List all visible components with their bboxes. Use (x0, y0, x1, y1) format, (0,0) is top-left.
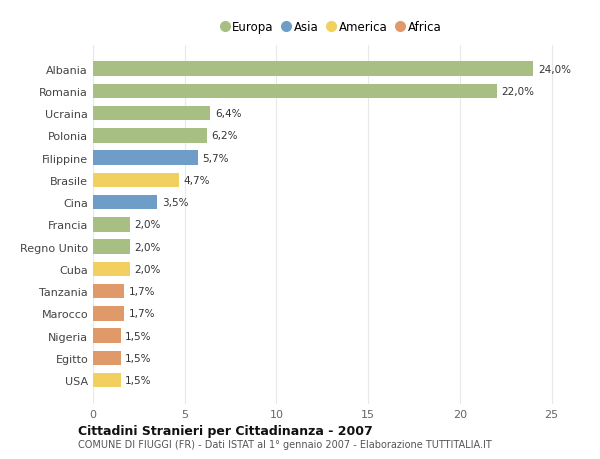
Text: 1,7%: 1,7% (129, 309, 155, 319)
Text: 1,5%: 1,5% (125, 353, 152, 363)
Legend: Europa, Asia, America, Africa: Europa, Asia, America, Africa (217, 16, 446, 39)
Text: 24,0%: 24,0% (538, 64, 571, 74)
Text: 1,5%: 1,5% (125, 331, 152, 341)
Text: 4,7%: 4,7% (184, 175, 211, 185)
Text: 2,0%: 2,0% (134, 220, 161, 230)
Bar (93, 106, 211, 121)
Text: 1,5%: 1,5% (125, 375, 152, 386)
Bar (93, 329, 121, 343)
Text: 3,5%: 3,5% (162, 198, 188, 207)
Bar (93, 129, 207, 143)
Text: 1,7%: 1,7% (129, 286, 155, 297)
Bar (93, 196, 157, 210)
Bar (93, 218, 130, 232)
Text: Cittadini Stranieri per Cittadinanza - 2007: Cittadini Stranieri per Cittadinanza - 2… (78, 424, 373, 437)
Bar (93, 373, 121, 388)
Text: 5,7%: 5,7% (202, 153, 229, 163)
Bar (93, 262, 130, 277)
Text: 22,0%: 22,0% (501, 87, 534, 96)
Text: COMUNE DI FIUGGI (FR) - Dati ISTAT al 1° gennaio 2007 - Elaborazione TUTTITALIA.: COMUNE DI FIUGGI (FR) - Dati ISTAT al 1°… (78, 440, 492, 449)
Bar (93, 62, 533, 77)
Text: 6,4%: 6,4% (215, 109, 242, 119)
Text: 2,0%: 2,0% (134, 242, 161, 252)
Text: 2,0%: 2,0% (134, 264, 161, 274)
Bar (93, 351, 121, 365)
Bar (93, 151, 197, 166)
Bar (93, 307, 124, 321)
Bar (93, 84, 497, 99)
Bar (93, 173, 179, 188)
Bar (93, 284, 124, 299)
Bar (93, 240, 130, 254)
Text: 6,2%: 6,2% (211, 131, 238, 141)
